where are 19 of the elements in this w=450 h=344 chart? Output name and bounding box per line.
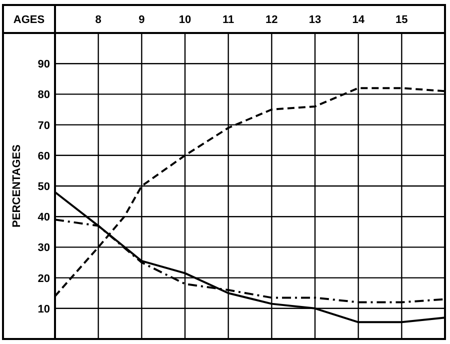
y-tick-label: 10 xyxy=(38,303,50,316)
y-tick-label: 90 xyxy=(38,58,50,71)
y-tick-label: 40 xyxy=(38,212,50,224)
x-tick-label: 12 xyxy=(266,14,278,26)
x-tick-label: 14 xyxy=(352,14,366,26)
y-tick-label: 20 xyxy=(38,272,50,285)
x-tick-label: 9 xyxy=(138,14,145,26)
y-tick-label: 50 xyxy=(38,181,50,193)
y-tick-label: 60 xyxy=(38,150,50,162)
x-tick-label: 15 xyxy=(396,14,408,26)
x-tick-label: 11 xyxy=(222,14,234,26)
x-tick-label: 8 xyxy=(95,14,102,26)
y-tick-label: 80 xyxy=(38,89,50,102)
y-tick-label: 30 xyxy=(38,242,50,254)
y-tick-label: 70 xyxy=(38,120,50,132)
x-tick-label: 13 xyxy=(308,14,322,26)
x-axis-title: AGES xyxy=(13,14,45,26)
y-axis-title: PERCENTAGES xyxy=(11,144,23,228)
x-tick-label: 10 xyxy=(178,14,192,26)
